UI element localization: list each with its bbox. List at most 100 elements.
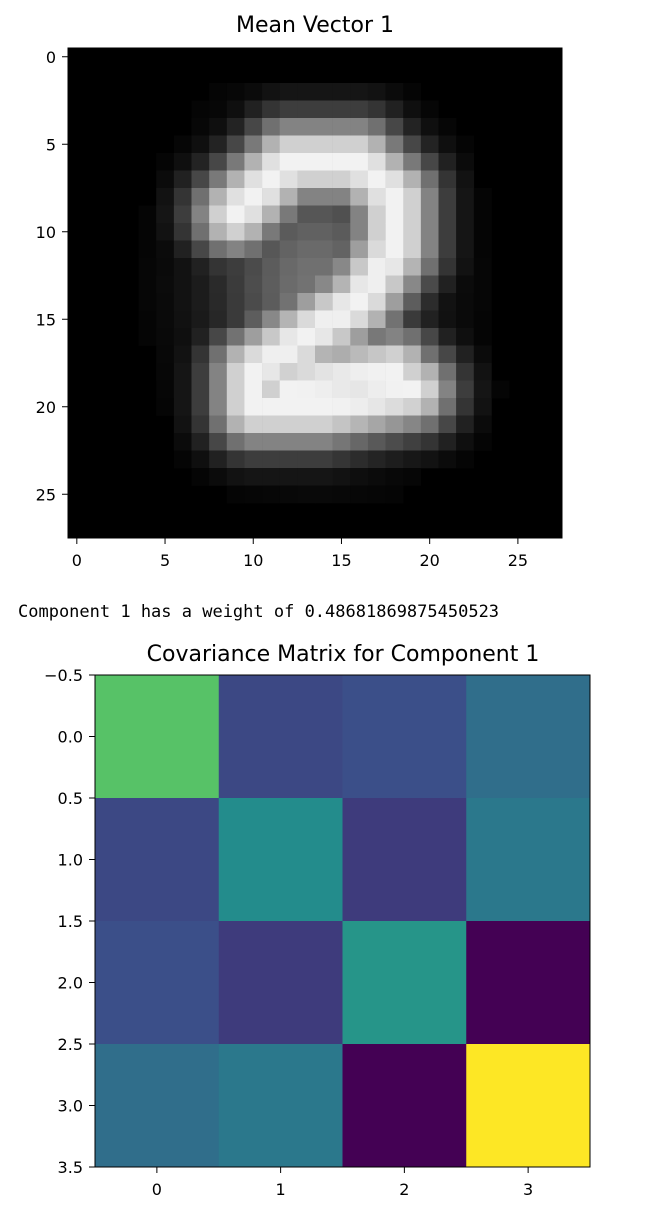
pixel-cell bbox=[456, 223, 475, 241]
pixel-cell bbox=[297, 485, 316, 504]
pixel-cell bbox=[173, 258, 192, 276]
pixel-cell bbox=[279, 205, 298, 224]
pixel-cell bbox=[244, 328, 263, 346]
covariance-title: Covariance Matrix for Component 1 bbox=[147, 642, 540, 667]
pixel-cell bbox=[438, 380, 457, 399]
pixel-cell bbox=[315, 118, 333, 136]
pixel-cell bbox=[315, 433, 333, 451]
pixel-cell bbox=[191, 170, 210, 189]
pixel-cell bbox=[262, 380, 281, 399]
covariance-cell bbox=[218, 921, 343, 1045]
pixel-cell bbox=[438, 310, 457, 329]
pixel-cell bbox=[226, 468, 245, 486]
pixel-cell bbox=[279, 345, 298, 364]
mean-vector-axes: 0 5 10 15 20 25 0 5 10 15 20 25 bbox=[36, 48, 528, 570]
pixel-cell bbox=[209, 83, 228, 101]
pixel-cell bbox=[315, 363, 333, 381]
pixel-cell bbox=[315, 380, 333, 399]
pixel-cell bbox=[173, 135, 192, 154]
pixel-cell bbox=[420, 275, 439, 294]
pixel-cell bbox=[385, 363, 404, 381]
pixel-cell bbox=[367, 345, 386, 364]
pixel-cell bbox=[209, 433, 228, 451]
pixel-cell bbox=[385, 118, 404, 136]
pixel-cell bbox=[367, 118, 386, 136]
pixel-cell bbox=[262, 118, 281, 136]
pixel-cell bbox=[297, 363, 316, 381]
x-tick-label: 20 bbox=[419, 551, 439, 570]
pixel-cell bbox=[367, 485, 386, 504]
pixel-cell bbox=[332, 450, 351, 469]
pixel-cell bbox=[315, 415, 333, 434]
pixel-cell bbox=[473, 275, 492, 294]
pixel-cell bbox=[244, 135, 263, 154]
pixel-cell bbox=[367, 135, 386, 154]
pixel-cell bbox=[209, 188, 228, 206]
pixel-cell bbox=[173, 363, 192, 381]
pixel-cell bbox=[403, 398, 422, 416]
pixel-cell bbox=[456, 433, 475, 451]
pixel-cell bbox=[191, 223, 210, 241]
pixel-cell bbox=[226, 363, 245, 381]
pixel-cell bbox=[297, 153, 316, 171]
pixel-cell bbox=[279, 153, 298, 171]
pixel-cell bbox=[456, 153, 475, 171]
pixel-cell bbox=[173, 188, 192, 206]
pixel-cell bbox=[297, 135, 316, 154]
y-tick-label: 2.0 bbox=[58, 974, 83, 993]
pixel-cell bbox=[262, 345, 281, 364]
pixel-cell bbox=[332, 135, 351, 154]
pixel-cell bbox=[473, 398, 492, 416]
pixel-cell bbox=[350, 380, 369, 399]
pixel-cell bbox=[403, 363, 422, 381]
pixel-cell bbox=[138, 240, 157, 259]
pixel-cell bbox=[209, 100, 228, 119]
pixel-cell bbox=[191, 468, 210, 486]
covariance-cell bbox=[95, 1044, 220, 1168]
pixel-cell bbox=[350, 223, 369, 241]
pixel-cell bbox=[350, 450, 369, 469]
pixel-cell bbox=[332, 223, 351, 241]
pixel-cell bbox=[209, 450, 228, 469]
pixel-cell bbox=[367, 398, 386, 416]
pixel-cell bbox=[456, 258, 475, 276]
covariance-cell bbox=[218, 675, 343, 799]
pixel-cell bbox=[279, 415, 298, 434]
pixel-cell bbox=[350, 345, 369, 364]
pixel-cell bbox=[138, 293, 157, 311]
covariance-cell bbox=[466, 798, 591, 922]
pixel-cell bbox=[456, 310, 475, 329]
pixel-cell bbox=[262, 205, 281, 224]
pixel-cell bbox=[350, 275, 369, 294]
pixel-cell bbox=[262, 328, 281, 346]
pixel-cell bbox=[262, 310, 281, 329]
pixel-cell bbox=[244, 275, 263, 294]
pixel-cell bbox=[244, 118, 263, 136]
pixel-cell bbox=[403, 118, 422, 136]
pixel-cell bbox=[156, 363, 175, 381]
pixel-cell bbox=[420, 415, 439, 434]
pixel-cell bbox=[279, 275, 298, 294]
pixel-cell bbox=[350, 398, 369, 416]
pixel-cell bbox=[420, 433, 439, 451]
pixel-cell bbox=[332, 240, 351, 259]
pixel-cell bbox=[438, 293, 457, 311]
x-tick-label: 5 bbox=[160, 551, 170, 570]
pixel-cell bbox=[209, 258, 228, 276]
pixel-cell bbox=[350, 310, 369, 329]
pixel-cell bbox=[156, 223, 175, 241]
covariance-cell bbox=[95, 675, 220, 799]
pixel-cell bbox=[191, 188, 210, 206]
pixel-cell bbox=[350, 83, 369, 101]
pixel-cell bbox=[315, 135, 333, 154]
pixel-cell bbox=[315, 398, 333, 416]
pixel-cell bbox=[332, 363, 351, 381]
pixel-cell bbox=[385, 380, 404, 399]
pixel-cell bbox=[297, 468, 316, 486]
pixel-cell bbox=[315, 240, 333, 259]
pixel-cell bbox=[191, 450, 210, 469]
pixel-cell bbox=[279, 485, 298, 504]
pixel-cell bbox=[456, 135, 475, 154]
pixel-cell bbox=[456, 188, 475, 206]
pixel-cell bbox=[367, 205, 386, 224]
